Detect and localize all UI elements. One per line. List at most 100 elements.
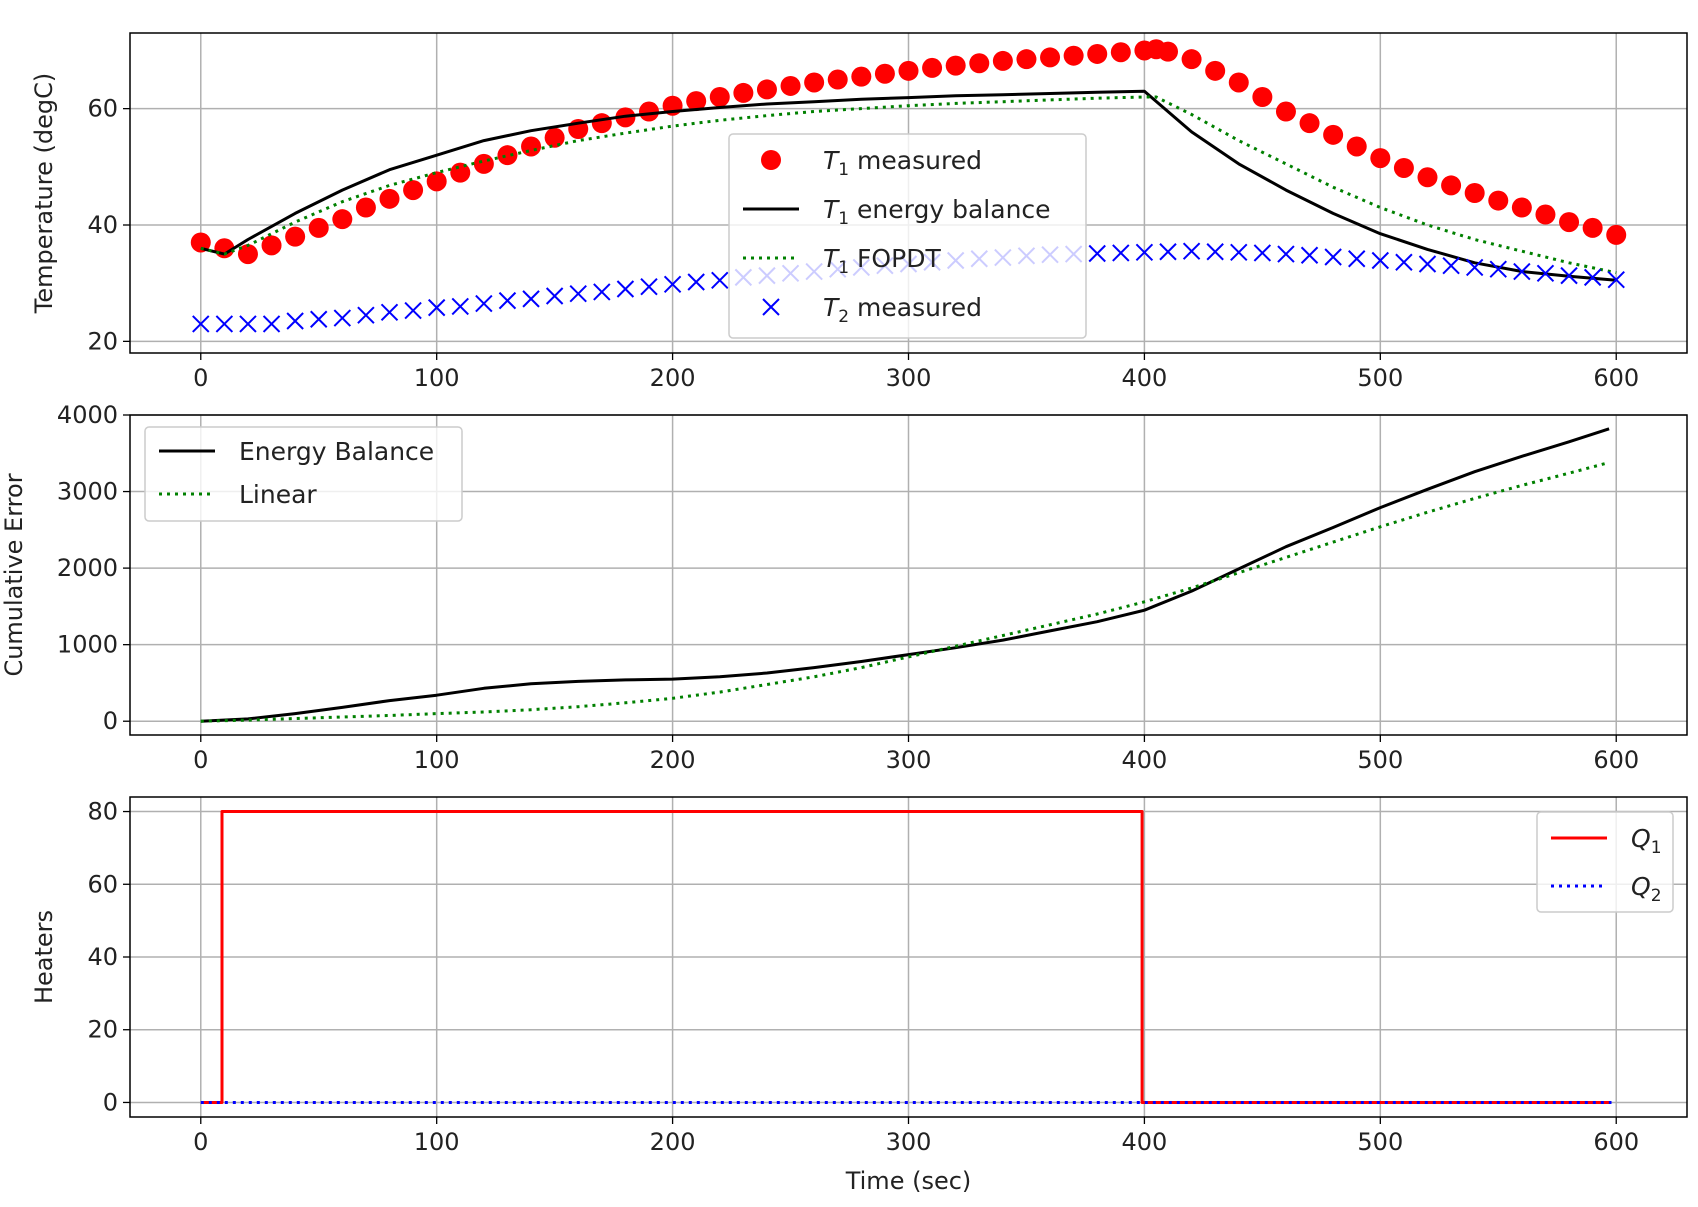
t1-measured-point: [1040, 47, 1061, 68]
t1-measured-point: [1087, 43, 1108, 64]
t1-measured-point: [403, 180, 424, 201]
x-tick-label: 200: [650, 1128, 696, 1156]
t2-measured-point: [1442, 257, 1460, 275]
t1-measured-point: [1063, 45, 1084, 66]
y-tick-label: 40: [87, 211, 118, 239]
t1-measured-point: [1441, 175, 1462, 196]
t1-measured-point: [1559, 212, 1580, 233]
cumulative-error-panel: 0 100 200 300 400 500 600 0 1000 2000 3000 4000 Cumu…: [0, 401, 1688, 774]
y-tick-label: 0: [103, 707, 118, 735]
t1-measured-point: [473, 153, 494, 174]
legend-label: T2 measured: [823, 293, 982, 327]
t1-measured-point: [1323, 124, 1344, 145]
axes-frame: [129, 414, 1688, 736]
y-axis-label: Heaters: [30, 910, 58, 1004]
t1-measured-point: [1393, 157, 1414, 178]
t2-measured-point: [239, 315, 257, 333]
t1-measured-point: [426, 171, 447, 192]
t1-measured-point: [827, 69, 848, 90]
x-tick-label: 500: [1357, 746, 1403, 774]
t2-measured-point: [262, 315, 281, 333]
t1-measured-point: [1299, 113, 1320, 134]
t1-measured-point: [261, 235, 282, 256]
t2-measured-point: [1182, 242, 1201, 260]
x-tick-label: 500: [1357, 1128, 1403, 1156]
y-tick-label: 60: [87, 95, 118, 123]
y-axis-label: Temperature (degC): [30, 73, 58, 314]
t2-measured-point: [1583, 268, 1602, 287]
y-tick-label: 1000: [57, 631, 118, 659]
y-tick-label: 4000: [57, 401, 118, 429]
t2-measured-point: [593, 283, 611, 301]
legend-box: [728, 133, 1087, 339]
x-tick-label: 600: [1593, 364, 1639, 392]
y-tick-label: 40: [87, 943, 118, 971]
series-line-linear: [200, 461, 1610, 723]
t1-measured-point: [1252, 87, 1273, 107]
t1-measured-point: [379, 188, 400, 209]
t2-measured-point: [427, 298, 446, 317]
t1-measured-point: [1417, 167, 1438, 188]
x-tick-label: 100: [414, 364, 460, 392]
t1-measured-point: [945, 55, 966, 76]
t1-measured-point: [874, 63, 895, 84]
t1-measured-point: [1606, 224, 1627, 245]
t1-measured-point: [1464, 183, 1485, 203]
t2-measured-point: [310, 310, 328, 328]
legend-label: T1 energy balance: [823, 195, 1051, 229]
legend: Energy Balance Linear: [144, 426, 463, 522]
t1-measured-point: [969, 53, 990, 74]
t2-measured-point: [522, 290, 540, 308]
y-tick-label: 20: [87, 327, 118, 355]
x-tick-label: 600: [1593, 1128, 1639, 1156]
x-tick-label: 300: [886, 1128, 932, 1156]
legend: T1 measured T1 energy balance T1 FOPDT T2 m…: [728, 133, 1087, 339]
t1-measured-point: [497, 145, 518, 166]
legend-label: Linear: [239, 480, 317, 509]
y-tick-label: 2000: [57, 554, 118, 582]
t2-measured-point: [286, 312, 304, 330]
t1-measured-point: [709, 87, 730, 107]
legend-marker: [762, 298, 780, 316]
t1-measured-point: [1228, 72, 1249, 93]
t1-measured-point: [308, 217, 329, 238]
x-tick-label: 400: [1122, 364, 1168, 392]
t1-measured-point: [1181, 49, 1202, 70]
t2-measured-point: [1395, 253, 1413, 271]
x-axis-label: Time (sec): [845, 1167, 972, 1195]
t1-measured-point: [1158, 41, 1178, 62]
x-tick-label: 200: [650, 364, 696, 392]
x-tick-label: 0: [193, 364, 208, 392]
t2-measured-point: [1536, 264, 1555, 282]
x-tick-label: 0: [193, 1128, 208, 1156]
t1-measured-point: [332, 209, 353, 230]
t2-measured-point: [663, 275, 682, 294]
t2-measured-point: [616, 280, 635, 298]
x-tick-label: 100: [414, 1128, 460, 1156]
t1-measured-point: [450, 162, 471, 183]
t2-measured-point: [404, 301, 422, 320]
heaters-panel: 0 100 200 300 400 500 600 0 20 40 60 80 Heaters Time …: [30, 796, 1688, 1195]
x-tick-label: 200: [650, 746, 696, 774]
t2-measured-point: [380, 303, 399, 321]
t2-measured-point: [192, 315, 210, 333]
t1-measured-point: [639, 101, 659, 122]
t2-measured-point: [1418, 255, 1437, 273]
axes-frame: [129, 796, 1688, 1118]
t2-measured-point: [451, 297, 469, 316]
t2-measured-point: [545, 287, 564, 305]
y-tick-label: 80: [87, 798, 118, 826]
series-line-t1-energy-balance: [200, 89, 1617, 282]
x-tick-label: 0: [193, 746, 208, 774]
t2-measured-point: [1513, 262, 1531, 281]
t1-measured-point: [285, 226, 306, 247]
t1-measured-point: [1582, 217, 1603, 238]
t1-measured-point: [1511, 197, 1532, 218]
temperature-panel: 0 100 200 300 400 500 600 20 40 60 Temperature (de…: [30, 32, 1688, 392]
t1-measured-point: [756, 79, 777, 100]
t2-measured-point: [1348, 250, 1366, 268]
t1-measured-point: [780, 75, 801, 96]
series-line-energy-balance: [200, 427, 1610, 723]
y-tick-label: 20: [87, 1016, 118, 1044]
legend-label: Q2: [1631, 872, 1662, 906]
